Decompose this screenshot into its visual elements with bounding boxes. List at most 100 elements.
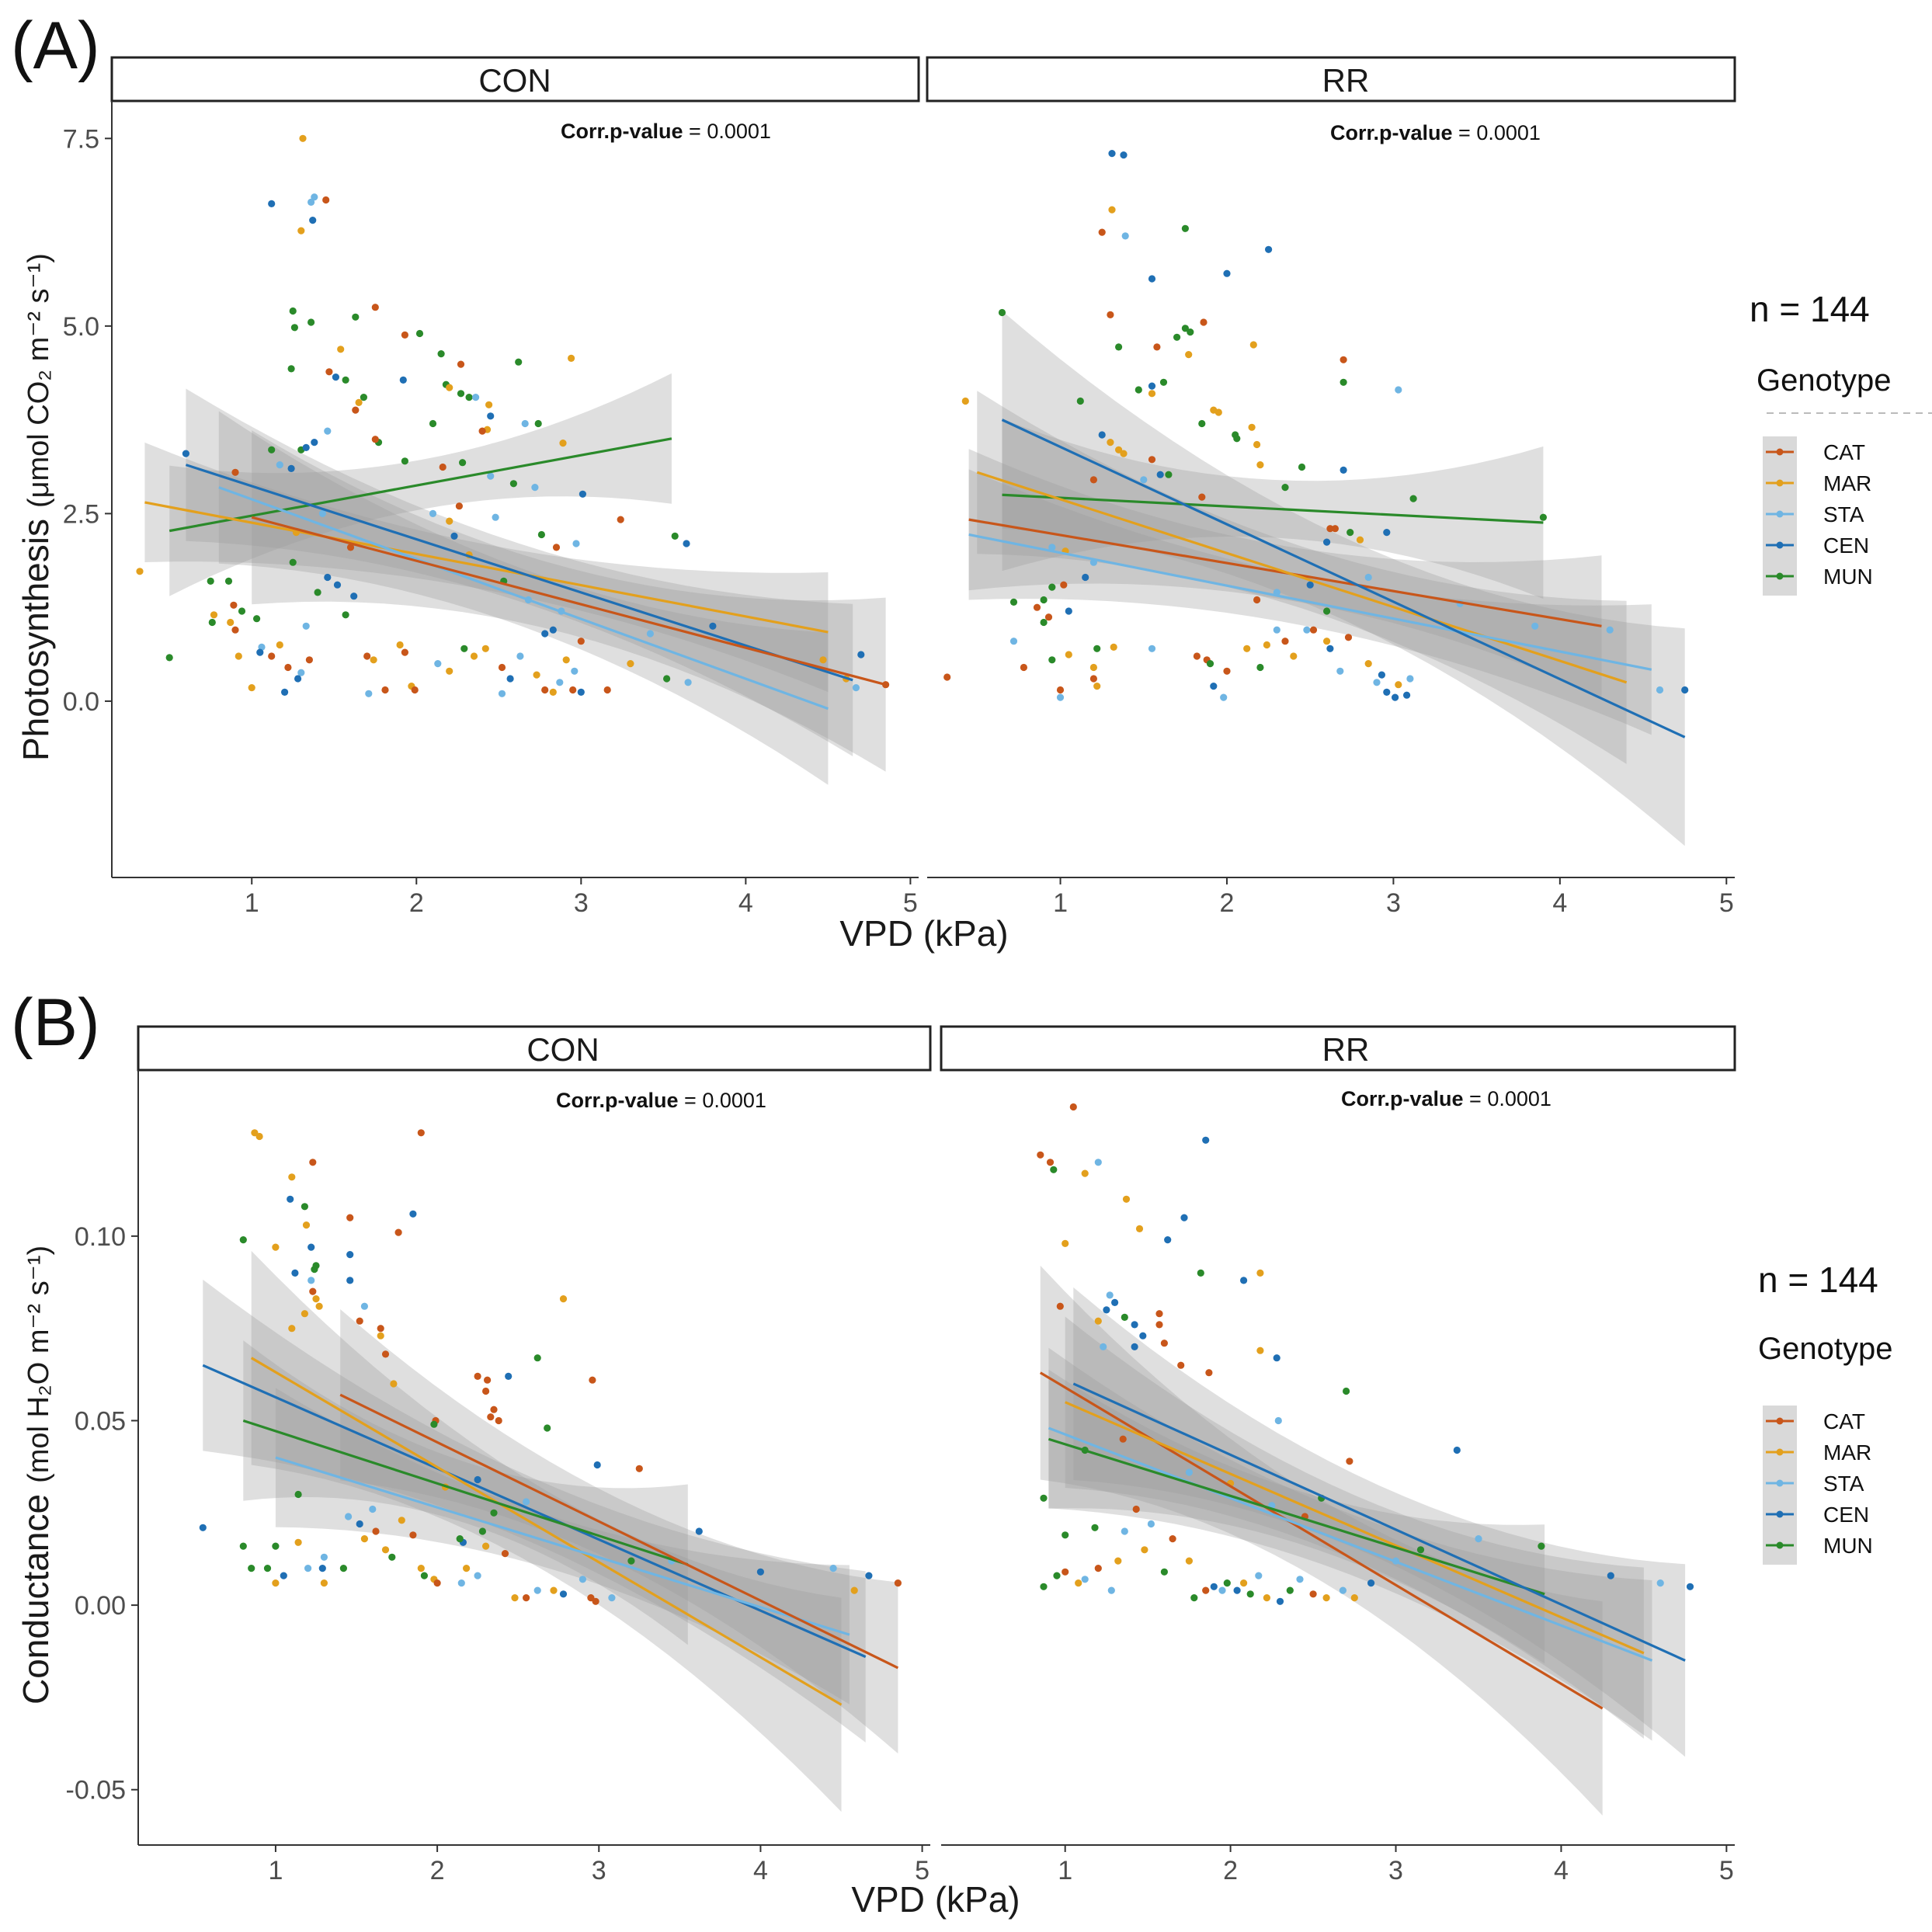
data-point-mar <box>1356 536 1364 544</box>
data-point-mar <box>1122 1195 1131 1203</box>
data-point-cen <box>1131 1343 1138 1350</box>
data-point-cat <box>498 663 506 672</box>
y-axis-title-main: Conductance <box>16 1494 56 1704</box>
data-point-cen <box>308 1243 315 1251</box>
data-point-mun <box>1343 1387 1350 1395</box>
data-point-sta <box>1255 1572 1263 1579</box>
data-point-cat <box>417 1129 425 1137</box>
strip-label-con: CON <box>526 1031 599 1068</box>
data-point-mar <box>1141 1546 1148 1554</box>
data-point-mar <box>1148 390 1156 398</box>
data-point-mar <box>549 688 557 697</box>
data-point-mun <box>239 1236 247 1244</box>
data-point-cat <box>305 656 313 664</box>
data-point-mar <box>511 1594 519 1602</box>
data-point-cen <box>1326 645 1334 652</box>
data-point-cen <box>1082 573 1089 582</box>
plot-area-b-rr <box>1037 1103 1694 1816</box>
x-tick-label: 5 <box>1719 888 1734 918</box>
fit-line-sta <box>1048 1426 1653 1662</box>
data-point-cen <box>399 376 407 384</box>
x-tick-label: 1 <box>1058 1856 1072 1885</box>
data-point-mun <box>1076 397 1084 405</box>
y-tick-label: 5.0 <box>63 312 99 342</box>
data-point-cat <box>1069 1103 1077 1111</box>
data-point-mun <box>1009 598 1018 606</box>
data-point-sta <box>1339 1586 1346 1594</box>
legend-title-b: Genotype <box>1758 1332 1892 1366</box>
data-point-mar <box>370 656 377 664</box>
data-point-cat <box>230 601 238 609</box>
data-point-mar <box>337 346 345 353</box>
data-point-cat <box>523 1594 530 1602</box>
data-point-mar <box>1256 461 1264 469</box>
legend-label-cen: CEN <box>1823 1503 1869 1527</box>
data-point-cat <box>309 1287 317 1295</box>
data-point-mun <box>308 318 315 326</box>
y-axis-title-main: Photosynthesis <box>16 519 56 761</box>
data-point-cat <box>1202 1586 1210 1594</box>
fit-line-cat <box>251 516 887 686</box>
data-point-mar <box>235 652 242 660</box>
y-tick-label: 7.5 <box>63 124 99 154</box>
data-point-mun <box>420 1572 429 1579</box>
x-tick-label: 4 <box>753 1856 768 1885</box>
data-point-sta <box>498 690 506 697</box>
data-point-cen <box>350 592 358 600</box>
data-point-sta <box>1303 626 1311 634</box>
data-point-mun <box>671 532 679 540</box>
data-point-cat <box>482 1387 490 1395</box>
data-point-mun <box>207 577 214 586</box>
data-point-cen <box>1392 693 1399 701</box>
data-point-mun <box>294 1490 302 1499</box>
legend-b: CAT MAR STA CEN MUN <box>1763 1406 1873 1565</box>
legend-key-point <box>1776 1510 1784 1518</box>
x-axis-title-b: VPD (kPa) <box>851 1879 1020 1920</box>
data-point-cat <box>439 463 447 471</box>
data-point-mar <box>1263 641 1270 649</box>
data-point-cen <box>1111 1298 1119 1306</box>
x-ticks-b-rr: 1 2 3 4 5 <box>1058 1845 1734 1885</box>
data-point-cen <box>1210 1583 1218 1590</box>
data-point-mun <box>430 1420 438 1428</box>
annotation-bold: Corr.p-value <box>1341 1087 1464 1110</box>
data-point-mun <box>1062 1531 1069 1539</box>
data-point-cat <box>1089 476 1097 484</box>
data-point-sta <box>1140 476 1148 484</box>
fit-line-mar <box>976 471 1628 684</box>
data-point-mar <box>1135 1225 1144 1232</box>
data-point-cen <box>857 651 865 658</box>
data-point-cat <box>1062 1568 1069 1576</box>
data-point-sta <box>1218 1586 1226 1594</box>
x-tick-label: 4 <box>1552 888 1567 918</box>
data-point-cat <box>231 468 239 476</box>
data-point-mar <box>1093 683 1101 690</box>
data-point-cat <box>495 1416 502 1425</box>
y-axis-title-a: Photosynthesis (μmol CO₂ m⁻² s⁻¹) <box>16 253 56 761</box>
facet-a-rr: RR 1 2 3 4 5 Corr.p-value = 0.0001 <box>926 56 1736 918</box>
fit-line-cen <box>202 1364 867 1659</box>
data-point-cat <box>1056 686 1065 694</box>
data-point-mun <box>1121 1313 1128 1321</box>
data-point-mar <box>446 667 453 675</box>
data-point-cen <box>1180 1214 1188 1221</box>
data-point-cat <box>1331 525 1339 533</box>
fit-line-cat <box>1039 1371 1604 1710</box>
data-point-mun <box>238 607 246 615</box>
y-axis-title-unit: (mol H₂O m⁻² s⁻¹) <box>23 1246 55 1483</box>
data-point-cat <box>322 196 330 204</box>
data-point-cen <box>287 1195 294 1203</box>
data-point-cen <box>756 1568 765 1576</box>
x-tick-label: 1 <box>245 888 259 918</box>
data-point-sta <box>1406 675 1414 683</box>
data-point-cen <box>1276 1597 1284 1605</box>
data-point-cen <box>683 540 690 547</box>
data-point-mun <box>1048 656 1056 664</box>
data-point-cen <box>474 1475 481 1484</box>
data-point-cen <box>1340 466 1347 474</box>
data-point-mar <box>568 354 575 362</box>
data-point-mar <box>355 398 363 407</box>
data-point-sta <box>365 690 373 697</box>
data-point-cat <box>1060 581 1068 589</box>
